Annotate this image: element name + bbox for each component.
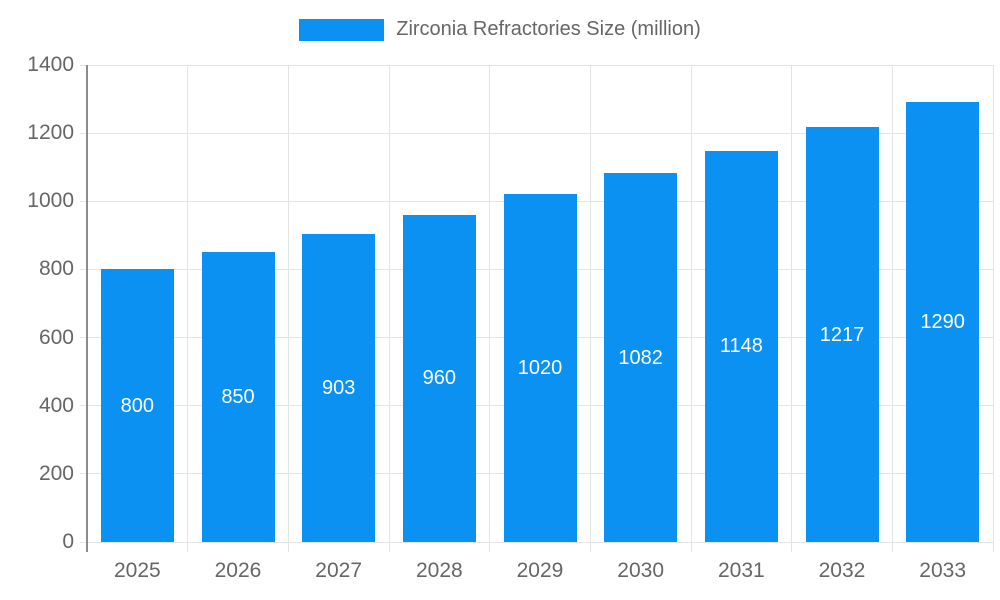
bar-value-label: 850	[221, 386, 255, 409]
bar-2027[interactable]	[302, 234, 376, 542]
plot-area: 0 200 400 600 800 1000 1200 1400 800 2025 850 2026 9…	[27, 53, 994, 582]
y-tick-label: 200	[38, 461, 74, 485]
bar-value-label: 1082	[618, 346, 663, 369]
x-tick-label: 2029	[516, 559, 564, 582]
bar-2031[interactable]	[704, 150, 778, 542]
bar-2032[interactable]	[805, 127, 879, 542]
x-gridline	[187, 65, 189, 552]
bar-value-label: 1020	[517, 357, 563, 380]
x-gridline	[287, 65, 289, 552]
bar-2029[interactable]	[503, 194, 577, 542]
bar-value-label: 1290	[920, 311, 965, 334]
bar-value-label: 960	[422, 367, 457, 390]
x-gridline	[388, 65, 390, 552]
y-gridline	[80, 132, 993, 134]
bar-value-label: 800	[120, 394, 155, 417]
x-tick-label: 2031	[717, 559, 765, 582]
bar-value-label: 1148	[719, 335, 763, 358]
legend-swatch	[299, 18, 385, 41]
x-tick-label: 2027	[315, 559, 363, 582]
y-tick-label: 0	[62, 530, 74, 553]
y-tick-label: 1000	[27, 189, 74, 213]
legend-label: Zirconia Refractories Size (million)	[396, 18, 701, 40]
y-tick-label: 800	[38, 257, 74, 281]
bar-value-label: 903	[321, 377, 356, 400]
x-tick-label: 2025	[113, 559, 161, 582]
x-tick-label: 2030	[617, 559, 665, 582]
y-tick-label: 1200	[27, 121, 74, 145]
x-gridline	[690, 65, 692, 552]
x-tick-label: 2032	[818, 559, 866, 582]
bar-2025[interactable]	[100, 269, 174, 542]
y-gridline	[80, 64, 993, 66]
x-gridline	[891, 65, 893, 552]
bar-value-label: 1217	[819, 323, 865, 346]
y-tick-label: 1400	[27, 53, 74, 76]
chart-legend[interactable]: Zirconia Refractories Size (million)	[0, 18, 1000, 41]
x-gridline	[992, 65, 994, 552]
bar-2033[interactable]	[906, 102, 980, 542]
x-gridline	[589, 65, 591, 552]
bar-2026[interactable]	[201, 252, 275, 542]
bar-2028[interactable]	[402, 214, 476, 542]
x-tick-label: 2033	[919, 559, 967, 582]
y-axis-line	[86, 65, 88, 552]
bar-2030[interactable]	[604, 173, 678, 542]
y-tick-label: 400	[38, 393, 74, 417]
x-tick-label: 2028	[415, 559, 463, 582]
y-gridline	[80, 541, 993, 543]
x-tick-label: 2026	[214, 559, 262, 582]
y-tick-label: 600	[38, 325, 74, 349]
x-gridline	[489, 65, 491, 552]
x-gridline	[791, 65, 793, 552]
